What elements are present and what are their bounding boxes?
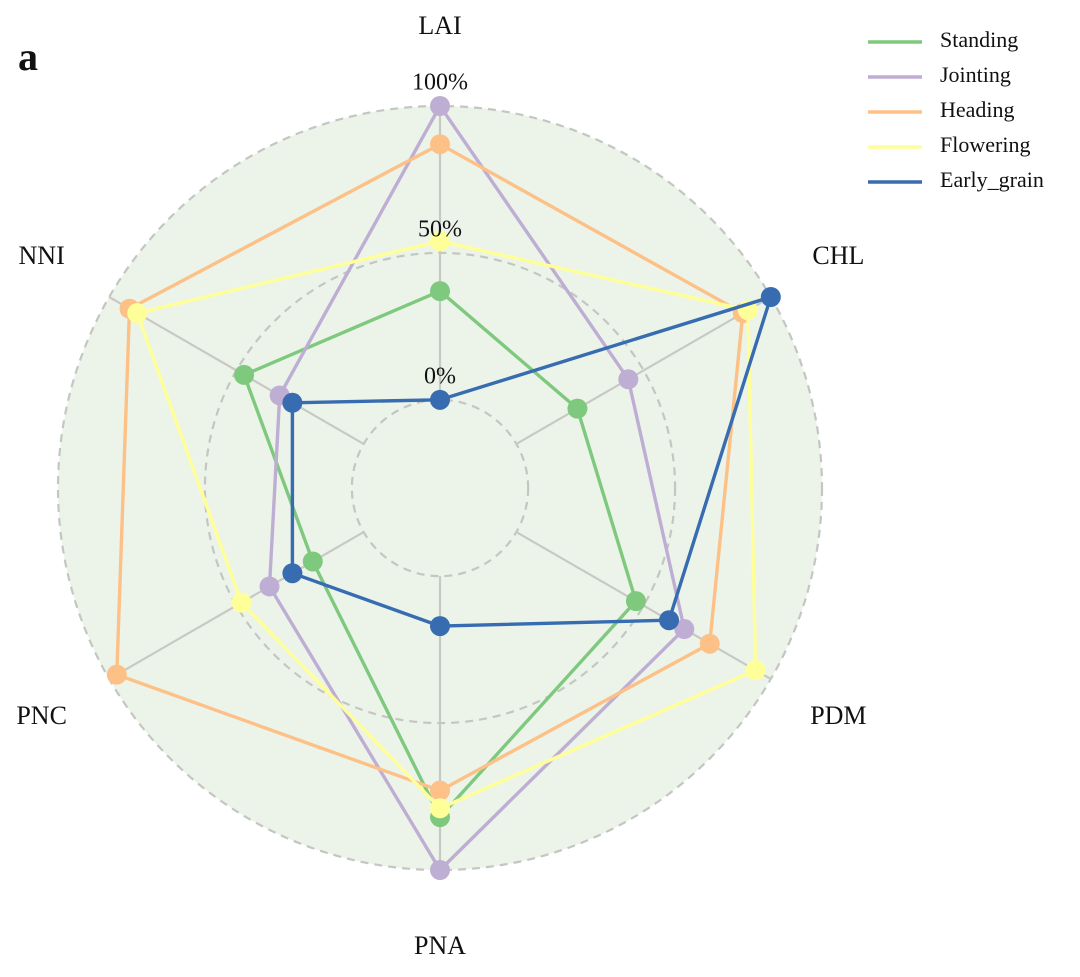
point-early_grain-pnc <box>282 563 303 584</box>
point-standing-pdm <box>625 591 646 612</box>
legend-item-standing: Standing <box>868 27 1018 52</box>
axis-label-pdm: PDM <box>810 701 866 730</box>
point-jointing-pnc <box>259 576 280 597</box>
spoke-chl <box>515 296 772 445</box>
point-flowering-pdm <box>745 660 766 681</box>
point-standing-nni <box>234 364 255 385</box>
point-early_grain-chl <box>760 287 781 307</box>
tick-label-1: 50% <box>418 216 462 242</box>
point-standing-chl <box>567 398 588 419</box>
point-flowering-pnc <box>231 592 252 613</box>
point-standing-lai <box>430 281 450 302</box>
point-flowering-lai <box>430 231 450 252</box>
point-jointing-lai <box>430 96 450 116</box>
axis-labels: LAI CHL PDM PNA PNC NNI <box>16 11 866 960</box>
point-standing-pnc <box>302 551 323 572</box>
point-heading-pdm <box>699 633 720 654</box>
tick-label-2: 100% <box>412 70 468 96</box>
point-early_grain-pdm <box>659 610 680 631</box>
point-heading-pna <box>430 780 450 801</box>
series-layer <box>106 96 781 880</box>
axis-label-pnc: PNC <box>16 701 67 730</box>
legend-item-heading: Heading <box>868 97 1015 122</box>
radial-tick-labels: 0% 50% 100% <box>412 70 468 390</box>
point-early_grain-nni <box>282 392 303 413</box>
point-jointing-pdm <box>674 619 695 640</box>
legend-label: Standing <box>940 27 1018 52</box>
axis-label-chl: CHL <box>812 241 864 270</box>
point-jointing-pna <box>430 860 450 880</box>
legend-item-jointing: Jointing <box>868 62 1011 87</box>
point-early_grain-pna <box>430 616 450 637</box>
point-flowering-pna <box>430 798 450 819</box>
legend-label: Heading <box>940 97 1015 122</box>
legend-label: Flowering <box>940 132 1030 157</box>
legend-label: Early_grain <box>940 167 1044 192</box>
axis-label-nni: NNI <box>19 241 65 270</box>
legend: Standing Jointing Heading Flowering Early_gr… <box>868 27 1044 192</box>
point-jointing-chl <box>618 369 639 390</box>
series-early_grain <box>282 287 781 637</box>
radar-background <box>58 106 822 870</box>
point-early_grain-lai <box>430 389 450 410</box>
legend-label: Jointing <box>940 62 1011 87</box>
point-heading-pnc <box>106 664 127 685</box>
axis-label-pna: PNA <box>414 931 466 960</box>
axis-label-lai: LAI <box>418 11 461 40</box>
legend-item-flowering: Flowering <box>868 132 1030 157</box>
point-flowering-nni <box>127 303 148 324</box>
tick-label-0: 0% <box>424 363 456 389</box>
legend-item-early_grain: Early_grain <box>868 167 1044 192</box>
series-flowering <box>127 231 766 819</box>
grid-ring-0 <box>350 398 530 578</box>
point-heading-lai <box>430 134 450 155</box>
panel-label: a <box>18 34 38 79</box>
